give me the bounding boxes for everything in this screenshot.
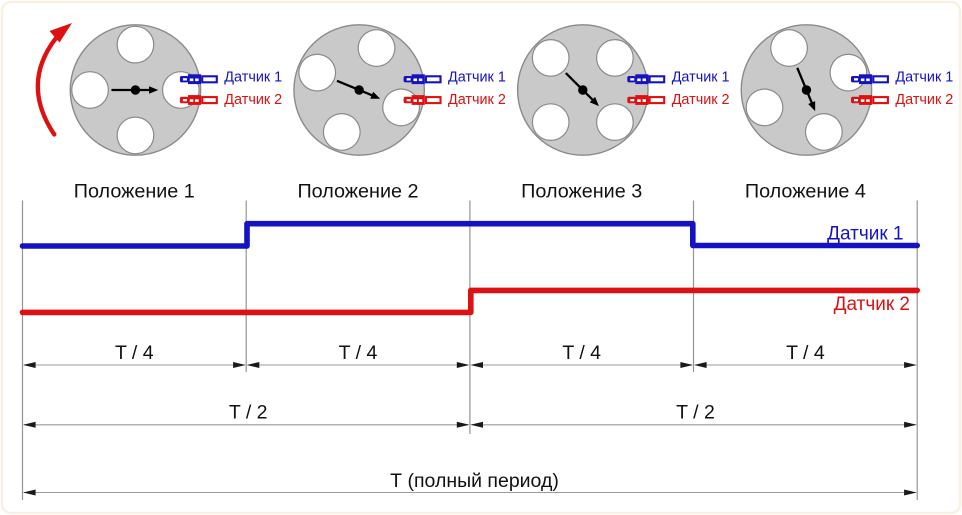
svg-text:Датчик 1: Датчик 1 (448, 70, 506, 86)
svg-text:T / 2: T / 2 (229, 401, 268, 423)
svg-text:Датчик 2: Датчик 2 (895, 92, 953, 108)
svg-text:Датчик 1: Датчик 1 (827, 223, 903, 244)
svg-text:Датчик 1: Датчик 1 (895, 70, 953, 86)
svg-text:Датчик 1: Датчик 1 (672, 70, 730, 86)
svg-text:Датчик 2: Датчик 2 (834, 294, 910, 315)
svg-text:Положение 2: Положение 2 (297, 181, 418, 203)
svg-text:Датчик 2: Датчик 2 (448, 92, 506, 108)
svg-text:Датчик 2: Датчик 2 (224, 92, 282, 108)
svg-text:Т (полный период): Т (полный период) (390, 470, 559, 492)
svg-text:T / 4: T / 4 (339, 342, 378, 364)
svg-text:Положение 4: Положение 4 (745, 181, 866, 203)
svg-text:Положение 3: Положение 3 (521, 181, 642, 203)
svg-text:T / 2: T / 2 (676, 401, 715, 423)
svg-text:Датчик 2: Датчик 2 (672, 92, 730, 108)
svg-text:T / 4: T / 4 (115, 342, 154, 364)
svg-text:Датчик 1: Датчик 1 (224, 70, 282, 86)
svg-text:Положение 1: Положение 1 (74, 181, 195, 203)
svg-text:T / 4: T / 4 (562, 342, 601, 364)
svg-text:T / 4: T / 4 (786, 342, 825, 364)
